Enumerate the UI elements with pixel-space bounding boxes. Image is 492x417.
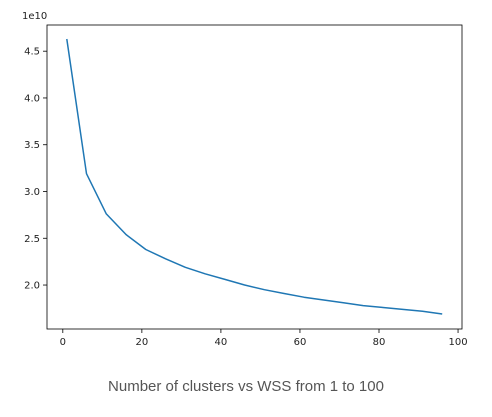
x-tick-label: 40 xyxy=(215,337,228,348)
axes-frame xyxy=(46,24,463,330)
chart: 1e10 0 20 40 60 80 100 2.0 2.5 3.0 3.5 4.0 4.5 xyxy=(22,11,468,348)
y-tick-label: 2.5 xyxy=(24,234,40,245)
plot-area: 0 20 40 60 80 100 2.0 2.5 3.0 3.5 4.0 4.5 xyxy=(24,24,468,348)
y-tick-label: 3.5 xyxy=(24,140,40,151)
x-tick-label: 60 xyxy=(294,337,307,348)
x-tick-label: 20 xyxy=(135,337,148,348)
y-offset-label: 1e10 xyxy=(22,11,47,22)
x-tick-label: 80 xyxy=(373,337,386,348)
y-tick-label: 2.0 xyxy=(24,281,40,292)
figure-caption: Number of clusters vs WSS from 1 to 100 xyxy=(108,378,384,395)
x-tick-label: 100 xyxy=(449,337,468,348)
series-line xyxy=(66,38,443,315)
x-tick-label: 0 xyxy=(60,337,66,348)
y-tick-label: 4.5 xyxy=(24,47,40,58)
y-tick-label: 4.0 xyxy=(24,93,40,104)
y-tick-label: 3.0 xyxy=(24,187,40,198)
